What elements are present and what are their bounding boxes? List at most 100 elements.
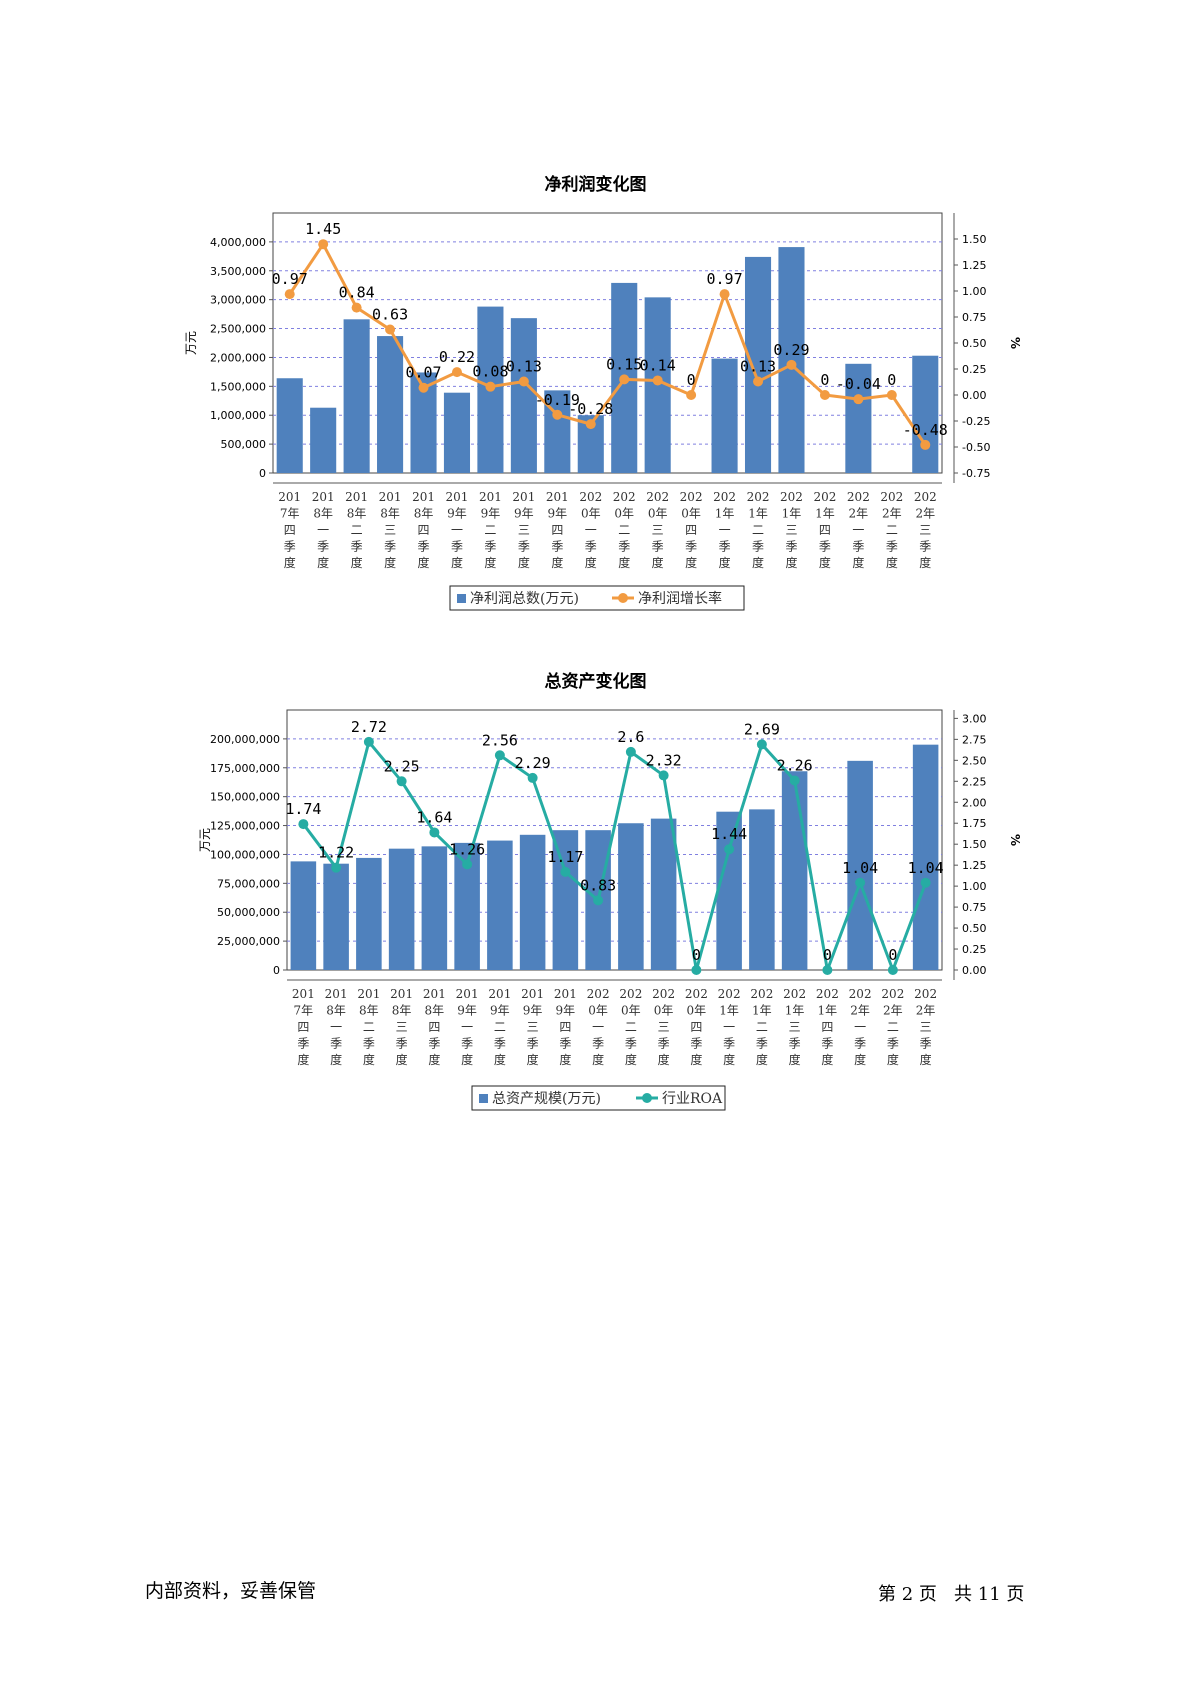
bar — [377, 336, 404, 473]
x-tick-label: 201 7年四季度 — [278, 490, 301, 570]
y-tick-label: 1,000,000 — [210, 409, 266, 422]
line-point — [396, 776, 407, 787]
x-tick-label: 202 0年三季度 — [652, 987, 675, 1067]
line-point — [920, 439, 931, 450]
bar — [356, 857, 382, 970]
footer-page-number: 第 2 页 共 11 页 — [878, 1584, 1025, 1605]
line-point — [518, 376, 529, 387]
data-label: 2.6 — [617, 728, 644, 746]
line-point — [855, 877, 866, 888]
y-tick-label: 125,000,000 — [210, 820, 280, 833]
x-tick-label: 202 1年三季度 — [783, 987, 806, 1067]
bar — [421, 846, 448, 970]
x-tick-label: 201 8年一季度 — [325, 987, 348, 1067]
x-tick-label: 202 2年一季度 — [849, 987, 872, 1067]
bar — [519, 834, 546, 970]
line-point — [298, 819, 309, 830]
data-label: 1.74 — [285, 800, 321, 818]
data-label: 2.26 — [777, 756, 813, 774]
x-tick-label: 202 0年二季度 — [613, 490, 636, 570]
y-axis-label: 万元 — [198, 828, 212, 852]
y-tick-label: 0 — [273, 964, 280, 977]
legend-line-marker — [642, 1093, 652, 1103]
x-tick-label: 201 8年三季度 — [390, 987, 413, 1067]
data-label: 0 — [687, 371, 696, 389]
line-point — [789, 775, 800, 786]
y-tick-label: 2,000,000 — [210, 351, 266, 364]
y2-tick-label: 1.00 — [962, 880, 987, 893]
data-label: 1.04 — [908, 859, 944, 877]
line-point — [719, 289, 730, 300]
x-tick-label: 201 8年四季度 — [423, 987, 446, 1067]
total-assets-chart: 0 25,000,000 50,000,000 75,000,000 100,000,0… — [198, 709, 1022, 1111]
data-label: 0.83 — [580, 876, 616, 894]
y2-tick-label: 1.25 — [962, 859, 987, 872]
line-point — [552, 409, 563, 420]
line-point — [462, 859, 473, 870]
x-tick-label: 201 8年四季度 — [412, 490, 435, 570]
x-tick-label: 201 9年四季度 — [554, 987, 577, 1067]
data-label: -0.28 — [568, 400, 613, 418]
line-point — [724, 844, 735, 855]
data-label: 2.69 — [744, 720, 780, 738]
y-tick-label: 0 — [259, 467, 266, 480]
bar — [310, 407, 337, 473]
y-tick-label: 200,000,000 — [210, 733, 280, 746]
x-tick-label: 202 0年四季度 — [685, 987, 708, 1067]
x-tick-label: 202 0年四季度 — [680, 490, 703, 570]
bar — [744, 256, 772, 473]
legend-bar-swatch — [457, 594, 466, 603]
bar — [847, 760, 873, 970]
line-point — [485, 381, 496, 392]
legend-bar-label: 总资产规模(万元) — [492, 1091, 601, 1107]
line-point — [822, 965, 833, 975]
bar — [912, 744, 939, 970]
y-tick-label: 3,500,000 — [210, 265, 266, 278]
bar — [443, 392, 471, 473]
data-label: 0 — [820, 371, 829, 389]
bar — [749, 809, 775, 970]
x-tick-label: 202 1年一季度 — [718, 987, 741, 1067]
y2-tick-label: 1.00 — [962, 285, 987, 298]
data-label: 1.17 — [547, 848, 583, 866]
bar — [510, 318, 537, 473]
bar — [487, 840, 513, 970]
y-tick-label: 500,000 — [221, 438, 267, 451]
data-label: 2.72 — [351, 718, 387, 736]
data-label: 0.97 — [707, 270, 743, 288]
x-tick-label: 202 2年一季度 — [847, 490, 870, 570]
data-label: 2.32 — [646, 751, 682, 769]
y2-tick-label: 2.00 — [962, 796, 987, 809]
y2-tick-label: 2.50 — [962, 754, 987, 767]
x-tick-label: 202 0年二季度 — [619, 987, 642, 1067]
line-point — [385, 324, 396, 335]
line-point — [418, 382, 429, 393]
y2-tick-label: 1.25 — [962, 259, 987, 272]
y2-tick-label: 2.75 — [962, 733, 987, 746]
y2-tick-label: 0.00 — [962, 389, 987, 402]
data-label: 0 — [888, 946, 897, 964]
x-tick-label: 201 9年一季度 — [446, 490, 469, 570]
line-point — [494, 750, 505, 761]
line-point — [318, 239, 329, 250]
bar — [912, 355, 939, 473]
line-point — [527, 772, 538, 783]
plot-frame — [286, 709, 943, 971]
x-tick-label: 201 9年二季度 — [488, 987, 511, 1067]
y2-axis-label: % — [1008, 337, 1022, 349]
y2-tick-label: 0.00 — [962, 964, 987, 977]
legend-bar-swatch — [479, 1094, 488, 1103]
line-point — [920, 877, 931, 888]
x-tick-label: 201 9年四季度 — [546, 490, 569, 570]
line-point — [619, 374, 630, 385]
x-tick-label: 201 8年三季度 — [379, 490, 402, 570]
data-label: -0.19 — [535, 391, 580, 409]
x-tick-label: 201 9年二季度 — [479, 490, 502, 570]
bar — [388, 848, 415, 970]
x-tick-label: 201 9年一季度 — [456, 987, 479, 1067]
line-point — [363, 736, 374, 747]
line-point — [691, 965, 702, 975]
data-label: 1.44 — [711, 825, 747, 843]
data-label: 0.14 — [640, 356, 676, 374]
x-tick-label: 202 1年四季度 — [816, 987, 839, 1067]
